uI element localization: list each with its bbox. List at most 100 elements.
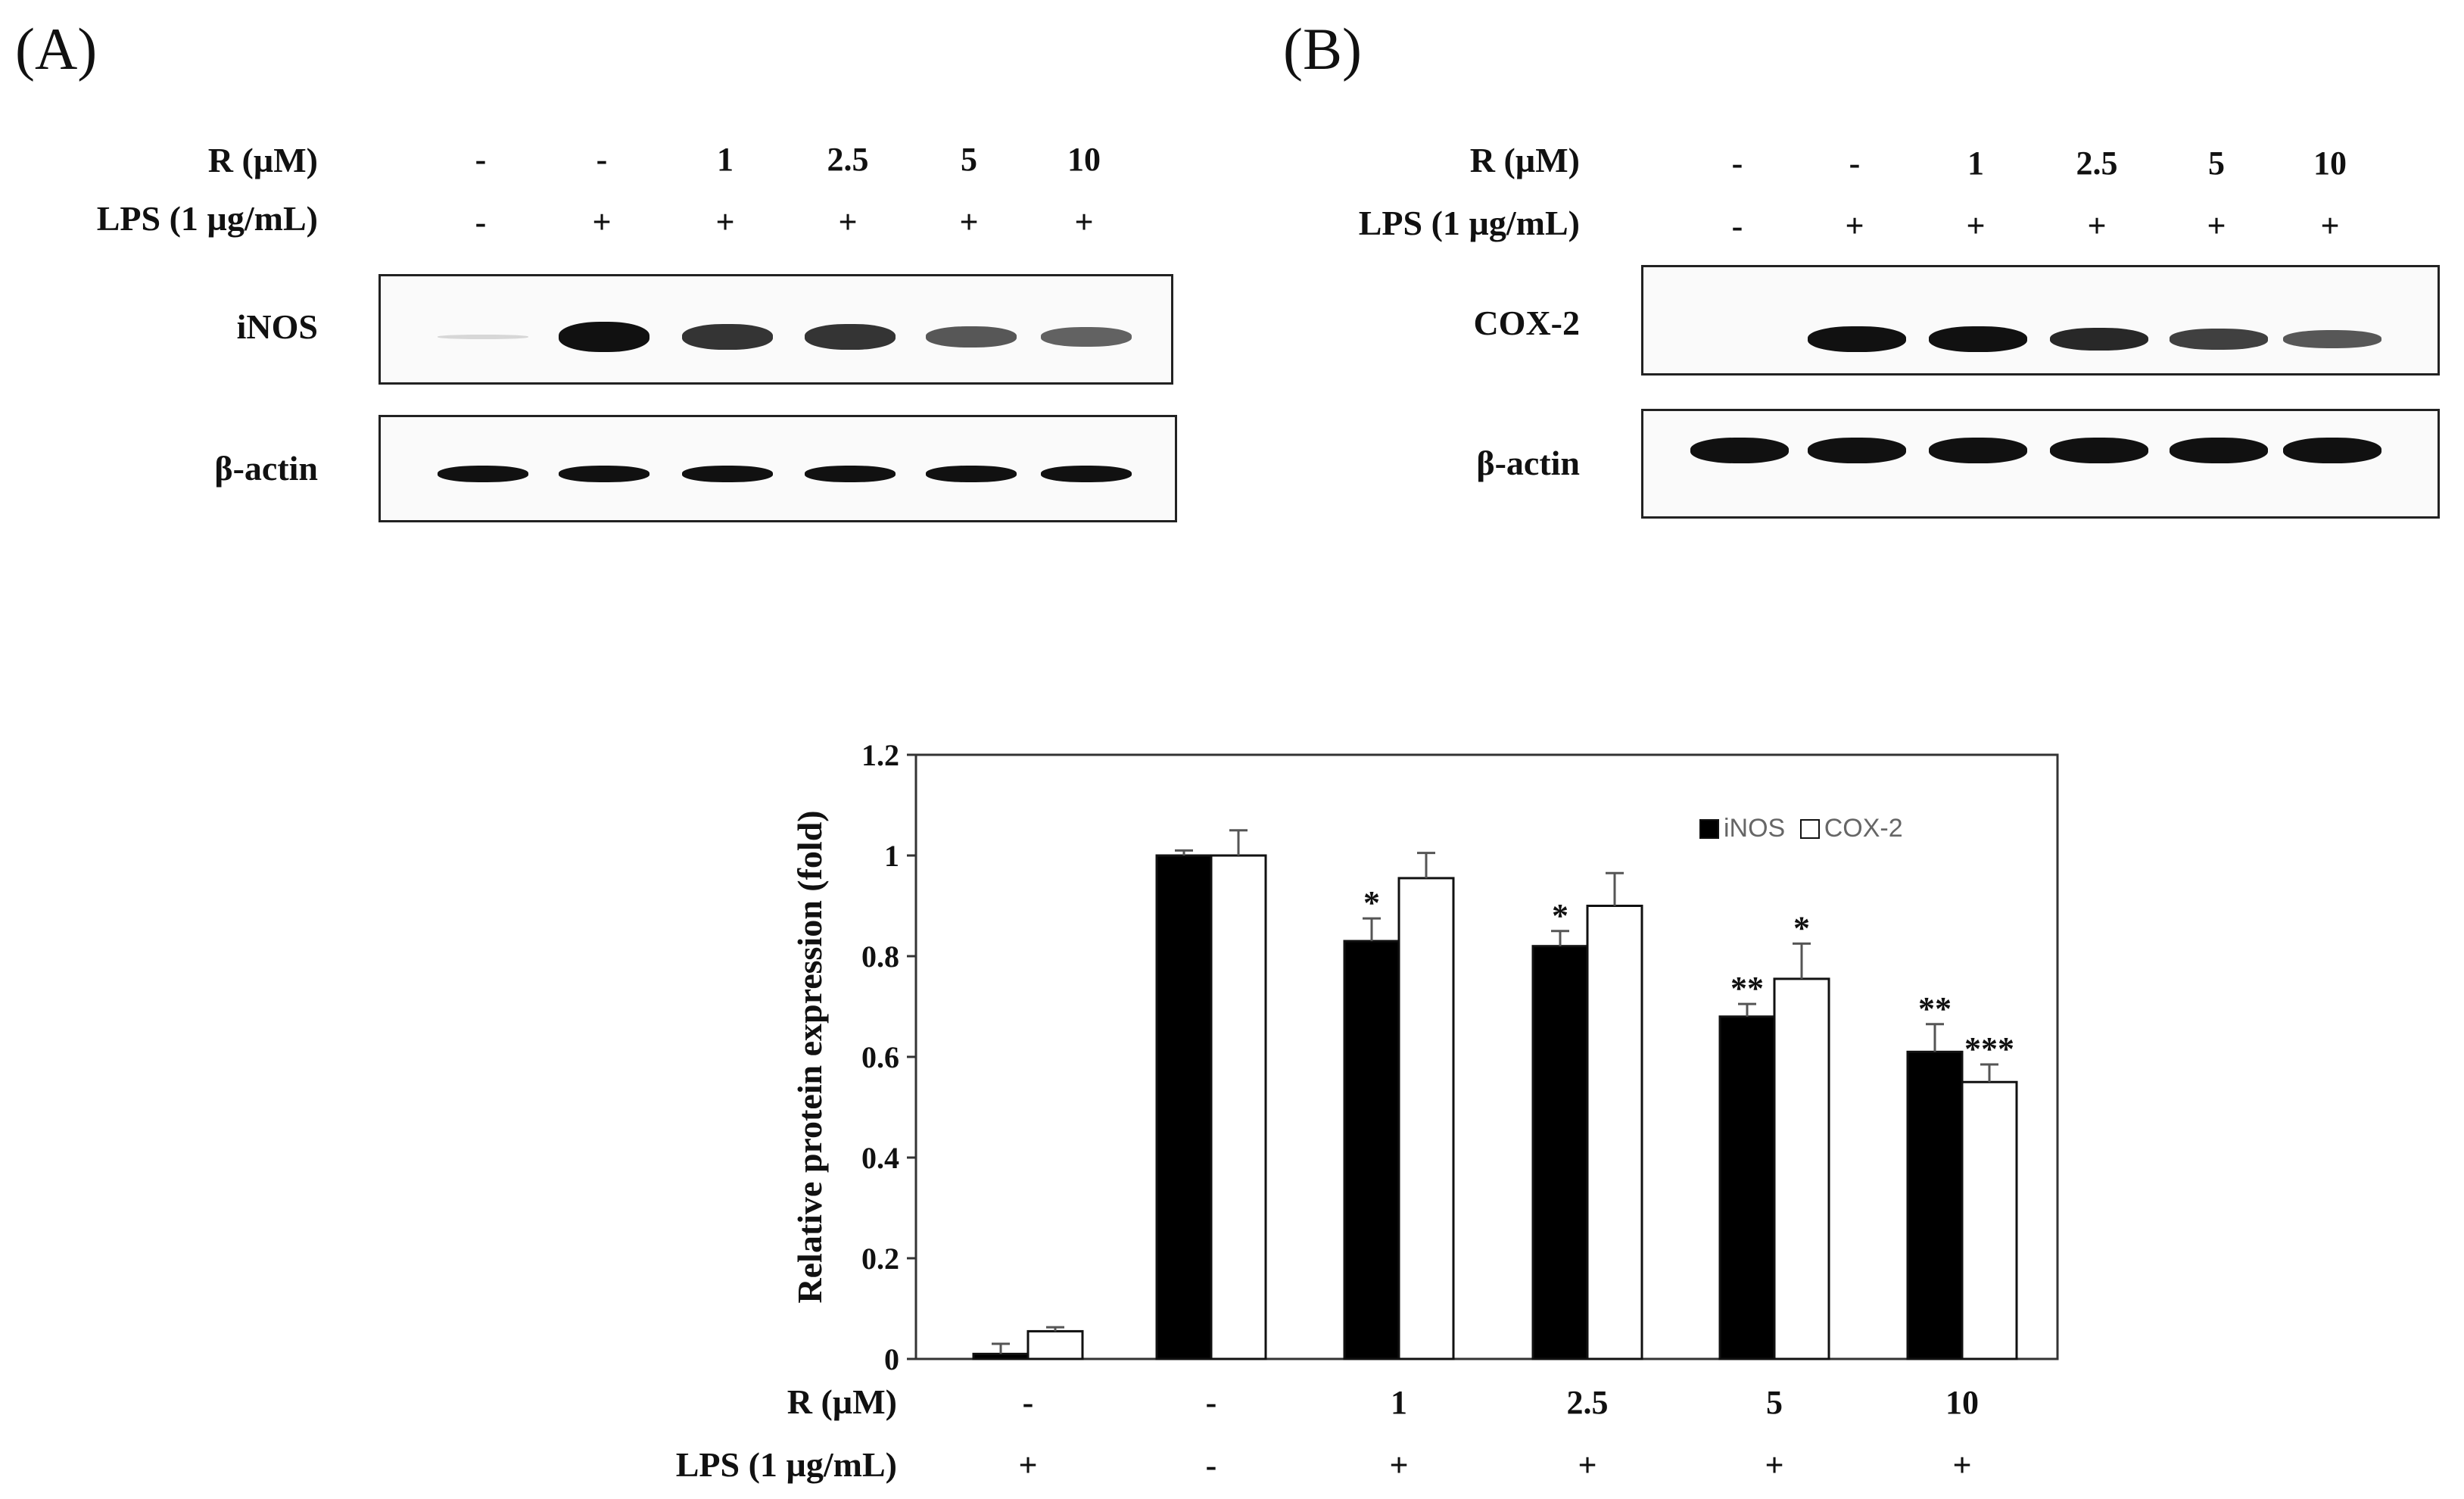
- significance-marker: **: [1730, 970, 1764, 1007]
- lane-lps-value: +: [2207, 207, 2226, 245]
- x-tick-label-lps: +: [1765, 1447, 1783, 1484]
- blot-band: [2050, 327, 2148, 351]
- blot-band: [926, 326, 1017, 347]
- lane-r-value: -: [475, 141, 487, 178]
- significance-marker: *: [1552, 897, 1568, 934]
- panel-a-actin-label: β-actin: [214, 449, 318, 488]
- blot-band: [1041, 466, 1132, 482]
- x-tick-label-lps: +: [1952, 1447, 1971, 1484]
- lane-lps-value: +: [715, 204, 735, 241]
- chart-legend: iNOS COX-2: [1699, 814, 1903, 843]
- blot-band: [1808, 438, 1906, 463]
- lane-lps-value: -: [475, 204, 487, 241]
- legend-swatch-inos: [1699, 819, 1719, 839]
- lane-lps-value: +: [2087, 207, 2107, 245]
- x-tick-label-r: 1: [1391, 1384, 1407, 1421]
- lane-lps-value: +: [1074, 204, 1094, 241]
- y-tick-label: 0.6: [861, 1040, 899, 1074]
- legend-swatch-cox2: [1799, 819, 1820, 839]
- lane-r-value: 5: [2208, 145, 2225, 182]
- panel-a-lps-row-label: LPS (1 µg/mL): [96, 199, 318, 238]
- panel-b-r-row-label: R (µM): [1469, 141, 1580, 179]
- inos-bar: [1906, 1050, 1964, 1360]
- cox2-bar: [1961, 1080, 2018, 1360]
- cox2-bar: [1397, 877, 1455, 1360]
- lane-lps-value: +: [2320, 207, 2340, 245]
- panel-b-label: (B): [1283, 16, 1362, 82]
- inos-bar: [1155, 854, 1213, 1360]
- x-tick-label-r: 2.5: [1567, 1384, 1609, 1421]
- significance-marker: **: [1918, 990, 1952, 1027]
- x-tick-label-lps: +: [1018, 1447, 1037, 1484]
- cox2-bar: [1026, 1329, 1084, 1360]
- lane-lps-value: +: [959, 204, 979, 241]
- lane-r-value: 1: [1967, 145, 1984, 182]
- lane-r-value: 10: [2313, 145, 2347, 182]
- lane-r-value: 1: [717, 141, 734, 178]
- panel-b-actin-blot: [1641, 409, 2440, 519]
- x-tick-label-lps: +: [1578, 1447, 1596, 1484]
- blot-band: [1808, 326, 1906, 352]
- y-tick-label: 1: [884, 839, 899, 873]
- lane-r-value: -: [596, 141, 608, 178]
- blot-band: [926, 466, 1017, 482]
- cox2-bar: [1773, 977, 1830, 1360]
- x-tick-label-r: -: [1206, 1384, 1217, 1421]
- blot-band: [1690, 438, 1789, 463]
- blot-band: [559, 322, 649, 352]
- panel-b-actin-label: β-actin: [1476, 444, 1580, 482]
- lane-lps-value: +: [1966, 207, 1986, 245]
- inos-bar: [1718, 1015, 1776, 1360]
- lane-r-value: -: [1849, 145, 1861, 182]
- panel-a-inos-blot: [378, 274, 1173, 385]
- significance-marker: *: [1793, 909, 1810, 946]
- lane-r-value: 10: [1067, 141, 1101, 178]
- lane-lps-value: +: [1845, 207, 1864, 245]
- blot-band: [805, 466, 896, 482]
- inos-bar: [1531, 945, 1589, 1360]
- blot-band: [682, 324, 773, 350]
- panel-a-actin-blot: [378, 415, 1177, 522]
- legend-label-cox2: COX-2: [1824, 814, 1903, 843]
- blot-band: [2050, 438, 2148, 463]
- blot-band: [682, 466, 773, 482]
- lane-r-value: 2.5: [2076, 145, 2118, 182]
- x-tick-label-lps: +: [1389, 1447, 1408, 1484]
- panel-b-lps-row-label: LPS (1 µg/mL): [1358, 204, 1580, 242]
- panel-a-inos-label: iNOS: [236, 307, 318, 346]
- panel-a-r-row-label: R (µM): [207, 141, 318, 179]
- y-tick-label: 0.4: [861, 1141, 899, 1175]
- blot-band: [2170, 438, 2268, 463]
- panel-b-cox2-label: COX-2: [1473, 304, 1580, 342]
- cox2-bar: [1210, 854, 1267, 1360]
- x-tick-label-r: 10: [1945, 1384, 1979, 1421]
- x-row-lps-label: LPS (1 µg/mL): [676, 1445, 897, 1484]
- panel-b-cox2-blot: [1641, 265, 2440, 376]
- lane-lps-value: +: [838, 204, 858, 241]
- y-tick-label: 0.2: [861, 1242, 899, 1276]
- inos-bar: [972, 1352, 1030, 1360]
- blot-band: [1929, 438, 2027, 463]
- legend-label-inos: iNOS: [1724, 814, 1786, 843]
- inos-bar: [1343, 940, 1400, 1360]
- blot-band: [559, 466, 649, 482]
- y-tick-label: 0: [884, 1342, 899, 1376]
- significance-marker: *: [1363, 884, 1380, 921]
- lane-r-value: -: [1731, 145, 1743, 182]
- y-axis-label: Relative protein expression (fold): [790, 810, 829, 1303]
- lane-r-value: 2.5: [827, 141, 869, 178]
- y-tick-label: 1.2: [861, 738, 899, 772]
- blot-band: [2283, 438, 2381, 463]
- blot-band: [438, 466, 528, 482]
- cox2-bar: [1586, 905, 1643, 1360]
- plot-frame: [914, 753, 2059, 1360]
- x-tick-label-r: -: [1023, 1384, 1034, 1421]
- x-tick-label-lps: -: [1206, 1447, 1217, 1484]
- blot-band: [2283, 330, 2381, 348]
- blot-band: [2170, 329, 2268, 350]
- lane-lps-value: -: [1731, 207, 1743, 245]
- x-tick-label-r: 5: [1766, 1384, 1783, 1421]
- significance-marker: ***: [1964, 1030, 2014, 1067]
- y-tick-label: 0.8: [861, 940, 899, 974]
